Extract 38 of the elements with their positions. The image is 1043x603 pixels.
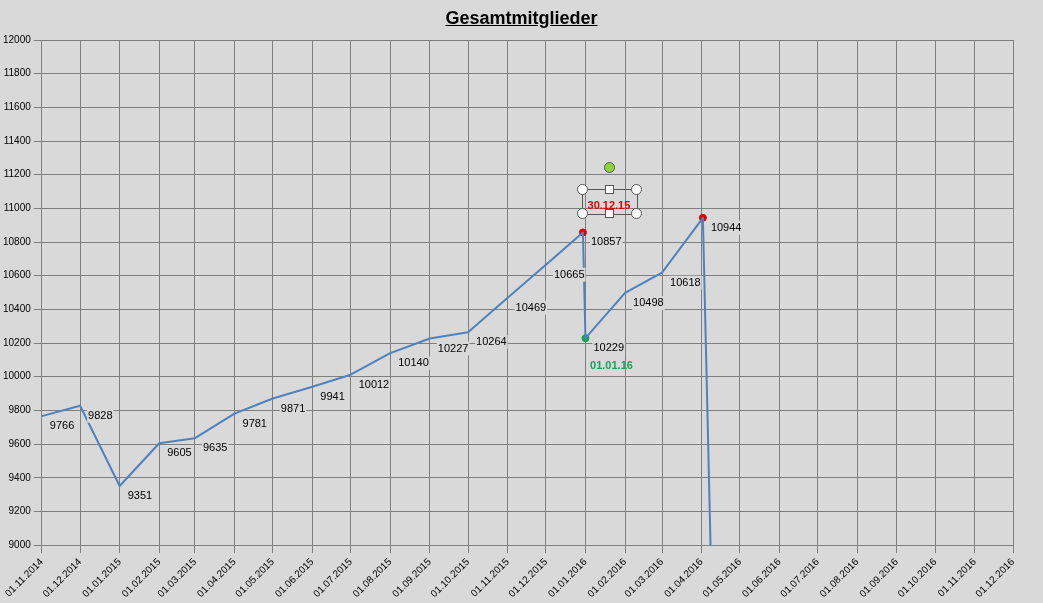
data-label: 9351 — [127, 489, 153, 502]
annotation: 30.12.15 — [587, 199, 631, 212]
data-label: 9828 — [88, 408, 113, 421]
y-tick-label: 9600 — [8, 437, 32, 449]
data-label: 9766 — [49, 419, 75, 432]
y-tick-label: 10600 — [3, 269, 32, 281]
y-tick-label: 10200 — [3, 336, 32, 348]
chart-title: Gesamtmitglieder — [444, 8, 599, 29]
y-tick-label: 11400 — [3, 134, 32, 146]
data-label: 9635 — [202, 441, 228, 454]
y-tick-label: 12000 — [3, 33, 32, 45]
data-label: 10227 — [437, 341, 469, 354]
y-tick-label: 11600 — [3, 101, 32, 113]
data-label: 10469 — [515, 300, 547, 313]
data-label: 10012 — [358, 377, 390, 390]
y-tick-label: 9000 — [8, 538, 32, 550]
y-tick-label: 10800 — [3, 235, 32, 247]
y-tick-label: 10400 — [3, 303, 32, 315]
data-label: 10665 — [553, 267, 585, 280]
data-label: 10618 — [670, 275, 701, 288]
data-label: 10498 — [633, 295, 664, 308]
y-tick-label: 11800 — [3, 67, 32, 79]
data-label: 10229 — [593, 341, 625, 354]
data-label: 9781 — [242, 416, 267, 429]
y-tick-label: 11200 — [3, 168, 32, 180]
y-tick-label: 10000 — [3, 370, 32, 382]
data-label: 9605 — [167, 446, 192, 459]
y-tick-label: 9200 — [8, 505, 32, 517]
annotation: 01.01.16 — [590, 359, 633, 372]
data-label: 10944 — [710, 220, 742, 233]
data-label: 9941 — [320, 389, 345, 402]
data-label: 10857 — [590, 235, 622, 248]
y-tick-label: 9800 — [8, 404, 32, 416]
data-label: 10264 — [476, 335, 507, 348]
y-tick-label: 9400 — [8, 471, 32, 483]
y-tick-label: 11000 — [3, 202, 32, 214]
data-label: 10140 — [398, 356, 429, 369]
data-label: 9871 — [280, 401, 306, 414]
